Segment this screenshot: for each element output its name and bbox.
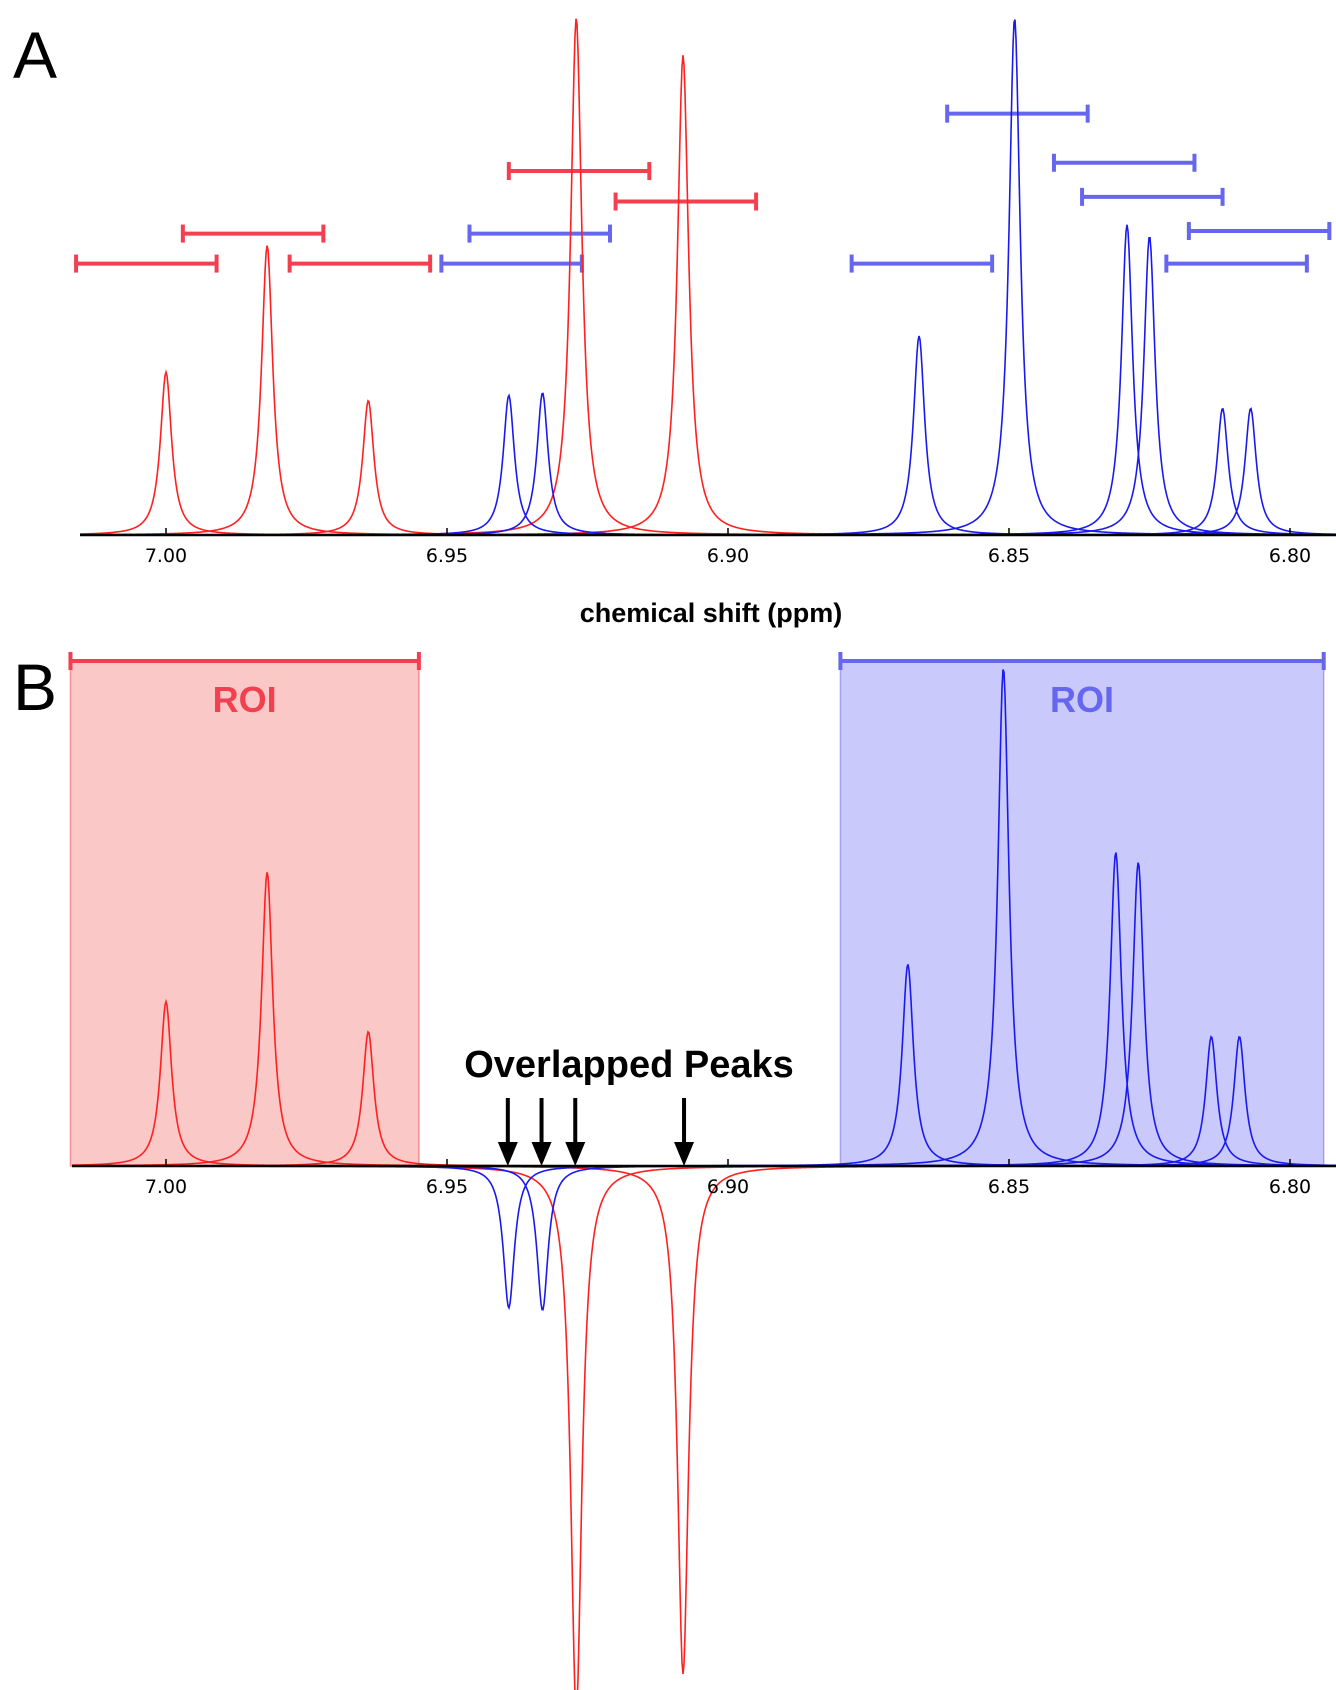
- panel-b-blue-peak-2: [72, 1165, 1336, 1311]
- overlap-arrow-3: [565, 1098, 586, 1166]
- panel-a-curves: [80, 18, 1336, 536]
- panel-a-range-bar-blue-6: [439, 254, 584, 273]
- overlap-arrow-1: [497, 1098, 518, 1166]
- panel-a-range-bar-red-5: [613, 192, 759, 211]
- panel-b-plot: ROI ROI 7.00 6.95 6.90 6.85 6.80 Overlapped P…: [68, 652, 1336, 1690]
- panel-b-ticks: 7.00 6.95 6.90 6.85 6.80: [145, 1159, 1311, 1198]
- overlapped-peaks-label: Overlapped Peaks: [464, 1044, 794, 1086]
- roi-label-blue: ROI: [1050, 679, 1114, 720]
- overlap-arrow-2: [531, 1098, 552, 1166]
- panel-a-range-bar-blue-10: [1051, 153, 1197, 172]
- panel-a-letter: A: [13, 18, 57, 92]
- panel-a-tick-label: 6.95: [426, 545, 468, 567]
- panel-b-letter: B: [13, 650, 57, 724]
- panel-a-blue-peak-2: [80, 392, 1336, 536]
- overlap-arrow-4: [674, 1098, 695, 1166]
- panel-b-tick-label: 6.85: [988, 1176, 1030, 1198]
- panel-a-range-bar-blue-12: [1164, 254, 1309, 273]
- panel-a-ranges: [74, 104, 1332, 273]
- panel-a-range-bar-blue-8: [849, 254, 995, 273]
- panel-a-ticks: 7.00 6.95 6.90 6.85 6.80: [145, 528, 1311, 567]
- panel-b-tick-label: 7.00: [145, 1176, 187, 1198]
- panel-b-red-peak-4: [72, 1165, 1336, 1690]
- panel-b-red-peak-5: [72, 1165, 1336, 1675]
- panel-b-annotation: Overlapped Peaks: [464, 1044, 794, 1166]
- panel-a-range-bar-blue-7: [467, 224, 612, 243]
- panel-a-blue-peak-7: [80, 407, 1336, 536]
- panel-b-tick-label: 6.80: [1269, 1176, 1311, 1198]
- panel-a-range-bar-blue-13: [1186, 222, 1332, 241]
- panel-b-tick-label: 6.90: [707, 1176, 749, 1198]
- panel-a-blue-peak-1: [80, 393, 1336, 536]
- panel-a-tick-label: 6.80: [1269, 545, 1311, 567]
- panel-a-range-bar-red-2: [180, 224, 326, 243]
- panel-b-rois: ROI ROI: [68, 652, 1326, 1167]
- panel-a-red-peak-3: [80, 399, 1336, 536]
- panel-a-tick-label: 6.85: [988, 545, 1030, 567]
- panel-b-tick-label: 6.95: [426, 1176, 468, 1198]
- panel-a-tick-label: 7.00: [145, 545, 187, 567]
- panel-a-tick-label: 6.90: [707, 545, 749, 567]
- panel-b-blue-peak-1: [72, 1165, 1336, 1311]
- panel-a-plot: 7.00 6.95 6.90 6.85 6.80: [74, 18, 1336, 567]
- panel-a-range-bar-red-4: [506, 162, 652, 181]
- panel-a-x-axis-title: chemical shift (ppm): [580, 598, 843, 628]
- panel-a-range-bar-red-3: [287, 254, 433, 273]
- roi-label-red: ROI: [213, 679, 277, 720]
- panel-a-range-bar-red-1: [74, 254, 219, 273]
- roi-region-red: ROI: [68, 652, 421, 1167]
- panel-a-range-bar-blue-11: [1080, 187, 1225, 206]
- panel-a-blue-peak-8: [80, 407, 1336, 536]
- panel-a-red-peak-1: [80, 369, 1336, 536]
- roi-region-blue: ROI: [838, 652, 1326, 1167]
